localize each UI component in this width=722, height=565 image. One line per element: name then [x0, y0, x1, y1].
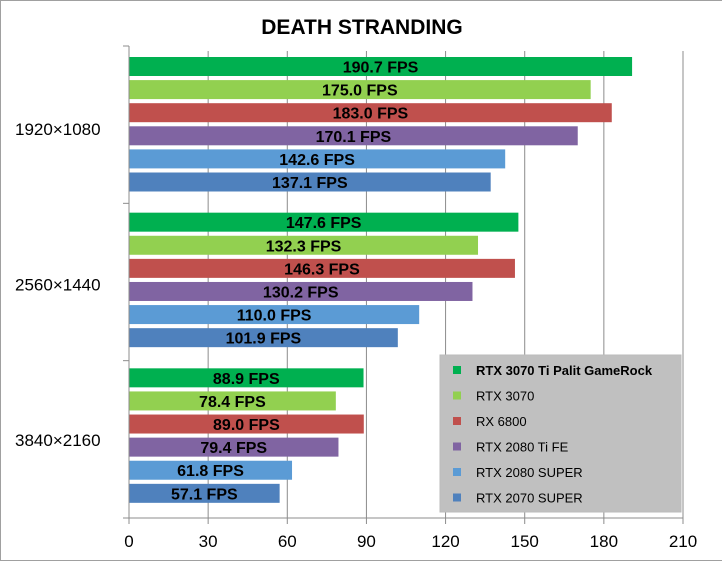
bar-value-label: 110.0 FPS [237, 308, 312, 325]
bar [129, 126, 578, 146]
bar [129, 483, 280, 503]
legend-swatch [453, 493, 461, 502]
bar-value-label: 88.9 FPS [213, 371, 280, 388]
legend-swatch [453, 417, 461, 425]
axes: 0 30 60 90 120 150 180 210 1920×1080 2560×1440 384… [15, 45, 697, 551]
bar [129, 305, 420, 325]
y-category-label: 3840×2160 [15, 431, 101, 450]
bar-value-label: 101.9 FPS [226, 331, 302, 348]
bar-value-label: 147.6 FPS [286, 215, 362, 232]
bar [129, 391, 336, 411]
bar-value-label: 142.6 FPS [279, 152, 355, 169]
legend-label: RTX 2080 Ti FE [476, 440, 569, 455]
bar [129, 235, 479, 255]
bar [129, 80, 591, 100]
bar [129, 212, 519, 232]
legend-swatch [453, 391, 461, 400]
x-tick-label: 210 [669, 532, 697, 551]
bar-value-label: 57.1 FPS [171, 486, 238, 503]
legend-swatch [453, 468, 461, 476]
bar-value-label: 170.1 FPS [316, 129, 392, 146]
x-tick-label: 90 [357, 532, 376, 551]
bar-value-label: 132.3 FPS [266, 238, 342, 255]
bar [129, 103, 612, 123]
x-tick-label: 0 [124, 532, 133, 551]
bar [129, 172, 491, 192]
legend-box [439, 354, 682, 513]
bar [129, 281, 473, 301]
chart-title: DEATH STRANDING [261, 16, 462, 39]
y-category-label: 2560×1440 [15, 276, 101, 295]
x-tick-label: 150 [511, 532, 539, 551]
bar-value-label: 175.0 FPS [322, 83, 398, 100]
bar-value-label: 61.8 FPS [177, 463, 244, 480]
legend-label: RTX 3070 Ti Palit GameRock [476, 363, 653, 378]
bar-value-label: 190.7 FPS [343, 60, 419, 77]
legend-label: RTX 2080 SUPER [476, 465, 583, 480]
bar [129, 368, 364, 388]
bar [129, 437, 339, 457]
legend-label: RTX 2070 SUPER [476, 491, 583, 506]
legend-swatch [453, 366, 461, 374]
bar [129, 57, 633, 76]
legend-label: RX 6800 [476, 414, 527, 429]
bar [129, 258, 515, 278]
x-tick-label: 120 [431, 532, 459, 551]
bar-value-label: 78.4 FPS [199, 394, 266, 411]
bar-value-label: 137.1 FPS [272, 175, 348, 192]
bars: 190.7 FPS 175.0 FPS 183.0 FPS 170.1 FPS 142.… [129, 57, 633, 503]
bar-value-label: 89.0 FPS [213, 417, 280, 434]
x-tick-label: 180 [590, 532, 618, 551]
legend: RTX 3070 Ti Palit GameRock RTX 3070 RX 680… [439, 354, 682, 513]
bar-value-label: 183.0 FPS [333, 106, 409, 123]
x-tick-label: 60 [278, 532, 297, 551]
y-category-label: 1920×1080 [15, 120, 101, 139]
bar-value-label: 146.3 FPS [284, 261, 360, 278]
bar [129, 460, 293, 480]
bar [129, 149, 506, 169]
bar [129, 328, 398, 348]
x-tick-label: 30 [199, 532, 218, 551]
legend-label: RTX 3070 [476, 389, 534, 404]
bar-value-label: 79.4 FPS [200, 440, 267, 457]
bar-value-label: 130.2 FPS [263, 284, 339, 301]
bar [129, 414, 364, 434]
legend-swatch [453, 442, 461, 451]
